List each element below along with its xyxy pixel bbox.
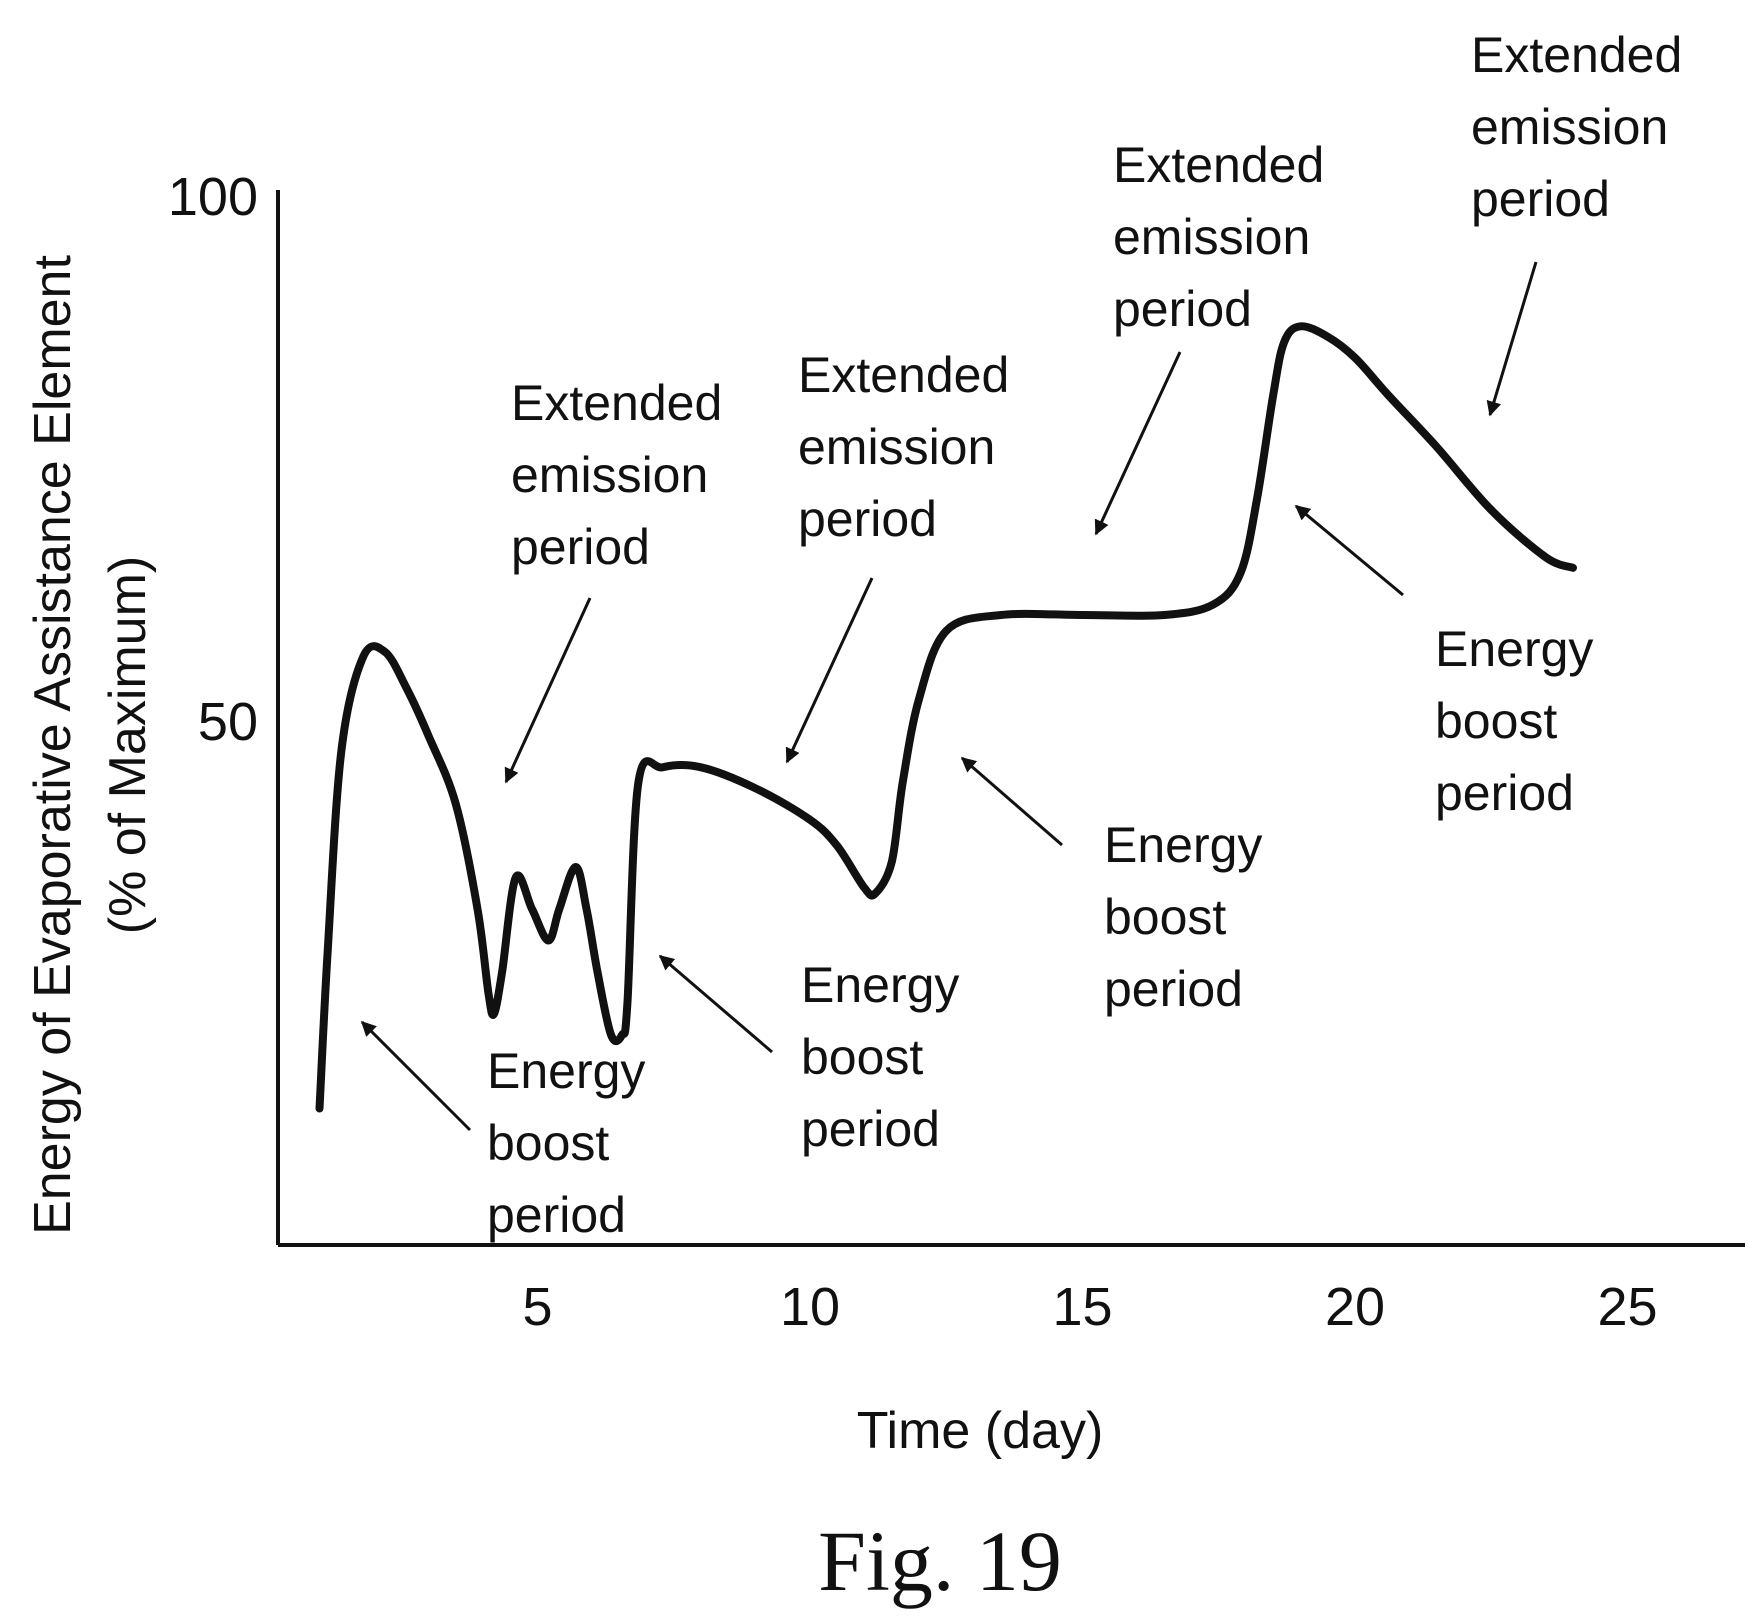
- arrow-extended-emission-3: [1094, 351, 1182, 536]
- arrow-energy-boost-3: [960, 756, 1063, 847]
- y-tick-labels: 50 100: [168, 167, 258, 752]
- annotation-energy-boost-4: Energy boost period: [1294, 504, 1593, 821]
- annotation-extended-emission-1: Extended emission period: [504, 375, 722, 784]
- annotation-energy-boost-2: Energy boost period: [658, 954, 959, 1157]
- y-axis-label: Energy of Evaporative Assistance Element: [24, 255, 82, 1235]
- x-tick-label: 15: [1052, 1277, 1112, 1337]
- x-tick-label: 20: [1325, 1277, 1385, 1337]
- x-axis-label: Time (day): [857, 1402, 1104, 1460]
- arrow-energy-boost-4: [1294, 504, 1404, 597]
- y-tick-label: 100: [168, 167, 258, 227]
- arrow-extended-emission-2: [785, 577, 874, 764]
- y-tick-label: 50: [198, 692, 258, 752]
- arrow-energy-boost-1: [360, 1020, 472, 1132]
- arrow-extended-emission-1: [504, 597, 592, 784]
- y-axis-label-unit: (% of Maximum): [99, 556, 157, 934]
- arrow-energy-boost-2: [658, 954, 773, 1054]
- annotation-extended-emission-2: Extended emission period: [785, 347, 1009, 764]
- annotation-energy-boost-1: Energy boost period: [360, 1020, 645, 1243]
- annotation-extended-emission-3: Extended emission period: [1094, 137, 1324, 536]
- x-tick-labels: 5 10 15 20 25: [522, 1277, 1657, 1337]
- annotation-energy-boost-3: Energy boost period: [960, 756, 1262, 1017]
- figure-label: Fig. 19: [818, 1513, 1062, 1609]
- series-line: [315, 322, 1577, 1113]
- x-tick-label: 5: [522, 1277, 552, 1337]
- annotation-extended-emission-4: Extended emission period: [1471, 27, 1682, 417]
- x-tick-label: 25: [1597, 1277, 1657, 1337]
- arrow-extended-emission-4: [1486, 261, 1538, 417]
- x-tick-label: 10: [780, 1277, 840, 1337]
